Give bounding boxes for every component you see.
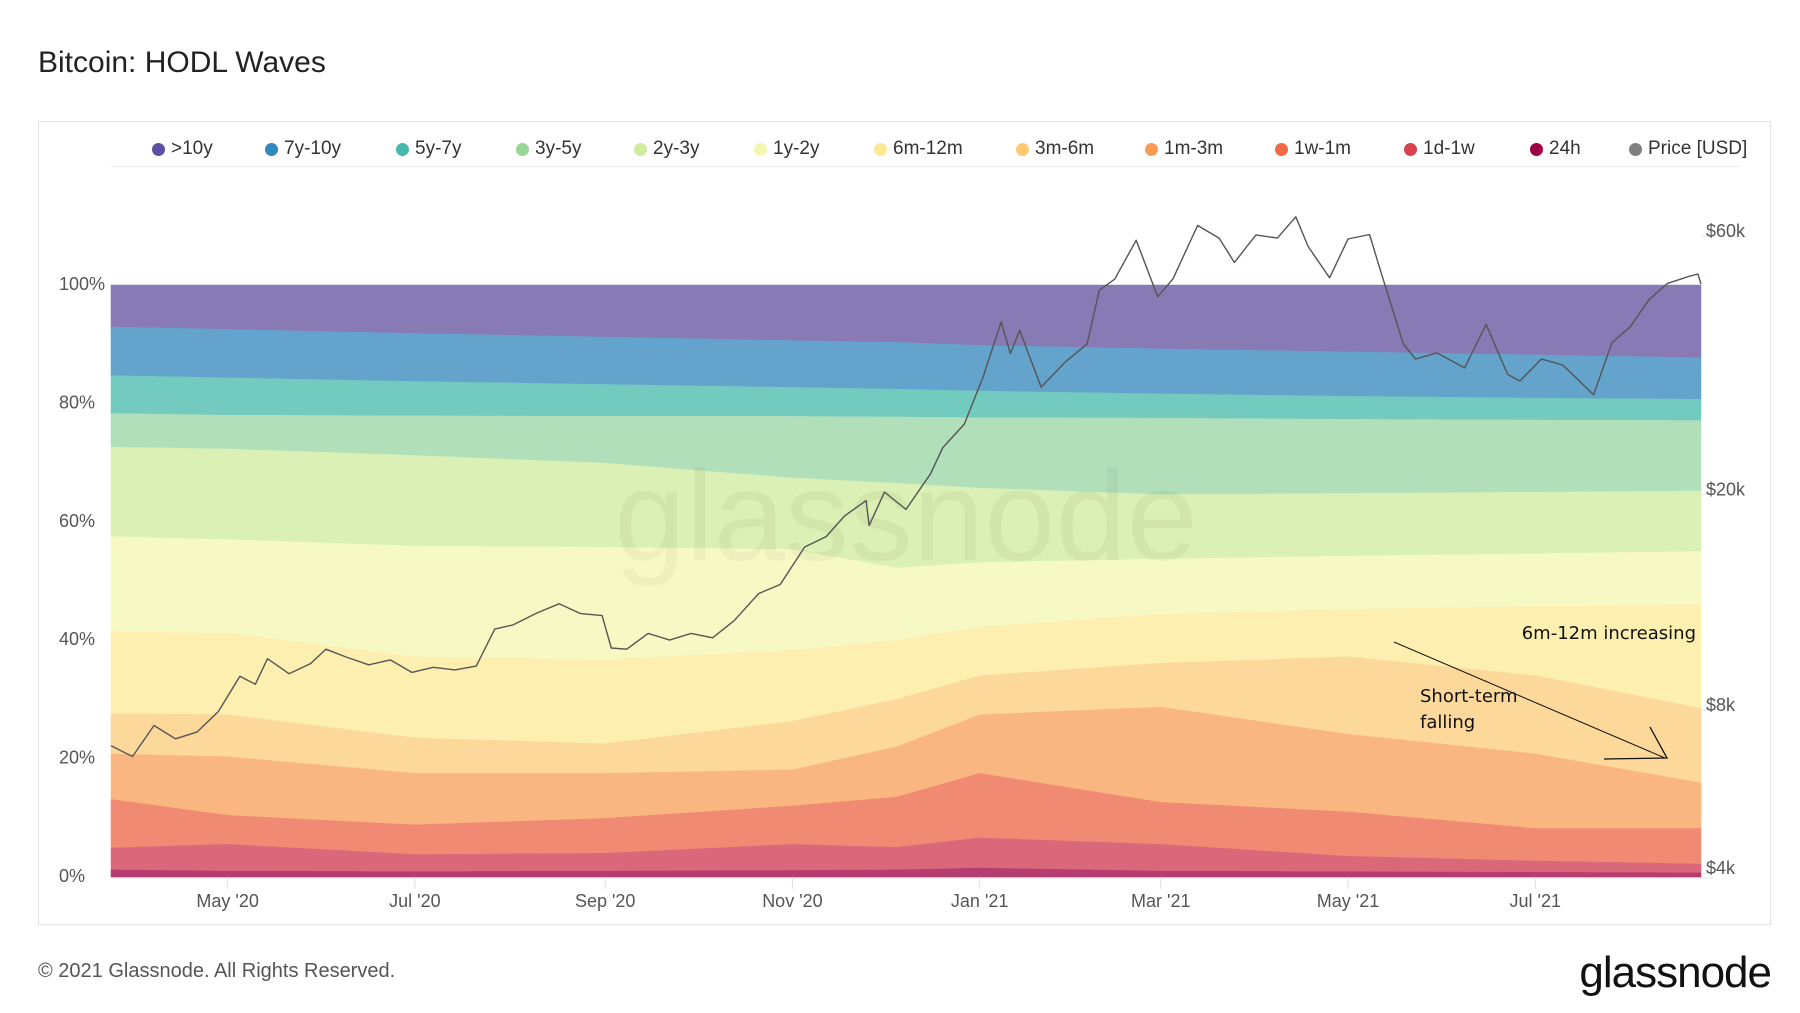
band-24h xyxy=(110,867,1702,878)
legend-dot-icon xyxy=(1145,142,1158,156)
y-tick-label: 40% xyxy=(59,629,95,649)
x-tick-label: Jul '21 xyxy=(1510,891,1561,911)
legend-dot-icon xyxy=(1016,142,1029,156)
legend-item-5y-7y[interactable]: 5y-7y xyxy=(396,138,461,160)
annotation-arrowhead-icon xyxy=(1603,726,1669,760)
legend: >10y 7y-10y 5y-7y 3y-5y 2y-3y 1y-2y 6m-12m 3m-6… xyxy=(111,138,1747,167)
annotation-6m-12m-increasing: 6m-12m increasing xyxy=(1522,623,1696,644)
annotation-arrow-line xyxy=(1393,641,1666,759)
x-tick-label: Jan '21 xyxy=(951,891,1008,911)
y-tick-label: 100% xyxy=(59,274,105,294)
annotation-line: falling xyxy=(1420,712,1475,733)
legend-dot-icon xyxy=(1275,142,1288,156)
legend-item-1d-1w[interactable]: 1d-1w xyxy=(1404,138,1475,160)
y-right-tick-label: $20k xyxy=(1706,480,1746,500)
legend-item-1m-3m[interactable]: 1m-3m xyxy=(1145,138,1223,160)
legend-item-7y-10y[interactable]: 7y-10y xyxy=(265,138,341,160)
legend-label: >10y xyxy=(171,138,213,159)
legend-item-6m-12m[interactable]: 6m-12m xyxy=(874,138,963,160)
x-tick-label: Mar '21 xyxy=(1131,891,1190,911)
legend-label: Price [USD] xyxy=(1648,138,1748,159)
legend-dot-icon xyxy=(874,142,887,156)
legend-item-3y-5y[interactable]: 3y-5y xyxy=(516,138,581,160)
legend-dot-icon xyxy=(265,142,278,156)
legend-label: 1m-3m xyxy=(1164,138,1224,159)
legend-label: 1d-1w xyxy=(1423,138,1475,159)
legend-label: 3y-5y xyxy=(535,138,582,159)
y-tick-label: 60% xyxy=(59,511,95,531)
legend-item-price-usd-[interactable]: Price [USD] xyxy=(1629,138,1747,160)
annotation-short-term-falling: Short-term falling xyxy=(1420,686,1518,733)
legend-label: 5y-7y xyxy=(415,138,462,159)
legend-label: 6m-12m xyxy=(893,138,963,159)
legend-dot-icon xyxy=(152,142,165,156)
legend-item--10y[interactable]: >10y xyxy=(152,138,213,160)
y-right-tick-label: $8k xyxy=(1706,695,1736,715)
legend-item-1y-2y[interactable]: 1y-2y xyxy=(754,138,819,160)
legend-label: 24h xyxy=(1549,138,1581,159)
x-tick-label: Jul '20 xyxy=(389,891,440,911)
x-tick-label: Sep '20 xyxy=(575,891,636,911)
legend-item-24h[interactable]: 24h xyxy=(1530,138,1581,160)
copyright: © 2021 Glassnode. All Rights Reserved. xyxy=(38,960,396,982)
legend-dot-icon xyxy=(1629,142,1642,156)
legend-item-1w-1m[interactable]: 1w-1m xyxy=(1275,138,1351,160)
legend-dot-icon xyxy=(1404,142,1417,156)
legend-item-3m-6m[interactable]: 3m-6m xyxy=(1016,138,1094,160)
watermark: glassnode xyxy=(614,445,1198,588)
y-right-tick-label: $4k xyxy=(1706,858,1736,878)
legend-dot-icon xyxy=(1530,142,1543,156)
legend-dot-icon xyxy=(516,142,529,156)
price-line xyxy=(110,216,1702,758)
legend-label: 1y-2y xyxy=(773,138,820,159)
legend-dot-icon xyxy=(634,142,647,156)
legend-dot-icon xyxy=(396,142,409,156)
annotation-line: Short-term xyxy=(1420,686,1518,707)
x-tick-label: May '21 xyxy=(1317,891,1379,911)
page-title: Bitcoin: HODL Waves xyxy=(38,46,326,79)
y-tick-label: 0% xyxy=(59,866,85,886)
x-tick-label: May '20 xyxy=(196,891,258,911)
x-tick-label: Nov '20 xyxy=(762,891,822,911)
chart-frame xyxy=(38,121,1771,925)
y-tick-label: 20% xyxy=(59,748,95,768)
legend-label: 1w-1m xyxy=(1294,138,1352,159)
y-tick-label: 80% xyxy=(59,392,95,412)
y-right-tick-label: $60k xyxy=(1706,221,1746,241)
legend-label: 3m-6m xyxy=(1035,138,1095,159)
legend-item-2y-3y[interactable]: 2y-3y xyxy=(634,138,699,160)
glassnode-logo[interactable]: glassnode xyxy=(1579,948,1772,997)
legend-label: 2y-3y xyxy=(653,138,700,159)
legend-label: 7y-10y xyxy=(284,138,342,159)
legend-dot-icon xyxy=(754,142,767,156)
